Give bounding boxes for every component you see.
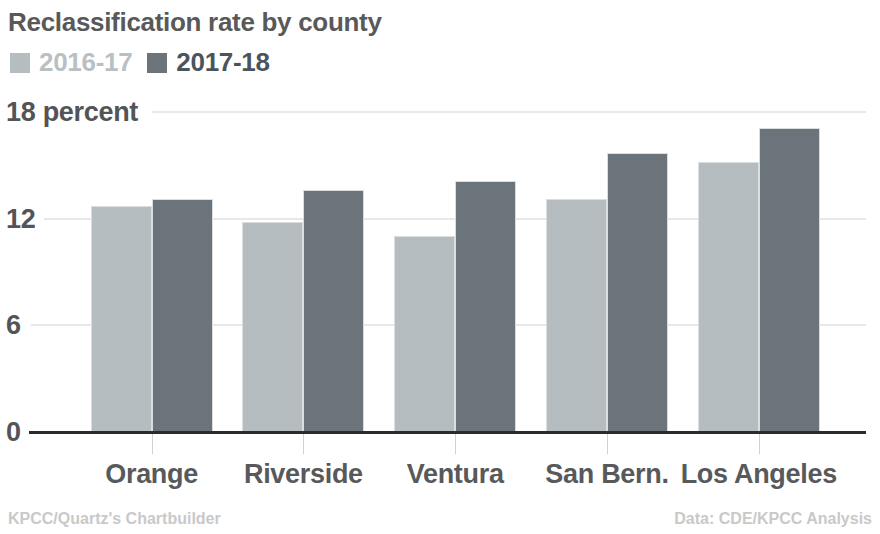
x-label-riverside: Riverside (244, 459, 363, 490)
x-label-orange: Orange (105, 459, 198, 490)
bar-riverside-2016-17 (242, 222, 303, 432)
bar-riverside-2017-18 (303, 190, 364, 432)
x-tick (759, 433, 760, 454)
x-tick (152, 433, 153, 454)
x-tick (303, 433, 304, 454)
plot-area: 18 percent 12 6 0 Orange Riverside Ventura San … (0, 0, 880, 534)
bar-los-angeles-2016-17 (698, 162, 759, 432)
y-tick-label-6: 6 (6, 310, 21, 341)
bar-ventura-2016-17 (394, 236, 455, 432)
x-label-los-angeles: Los Angeles (681, 459, 837, 490)
x-label-ventura: Ventura (407, 459, 504, 490)
bar-san-bern--2016-17 (546, 199, 607, 432)
bar-orange-2016-17 (91, 206, 152, 432)
chart-canvas: Reclassification rate by county 2016-17 … (0, 0, 880, 534)
x-tick (455, 433, 456, 454)
x-label-san-bern-: San Bern. (545, 459, 668, 490)
bar-san-bern--2017-18 (607, 153, 668, 432)
gridline-18 (152, 111, 866, 113)
footer-credit: KPCC/Quartz's Chartbuilder (8, 510, 221, 528)
bar-los-angeles-2017-18 (759, 128, 820, 432)
y-tick-label-0: 0 (6, 417, 21, 448)
y-tick-label-18: 18 percent (6, 97, 138, 128)
x-axis-baseline (29, 431, 866, 434)
bar-orange-2017-18 (152, 199, 213, 432)
x-tick (607, 433, 608, 454)
bar-ventura-2017-18 (455, 181, 516, 432)
y-tick-label-12: 12 (6, 203, 35, 234)
footer-source: Data: CDE/KPCC Analysis (674, 510, 872, 528)
